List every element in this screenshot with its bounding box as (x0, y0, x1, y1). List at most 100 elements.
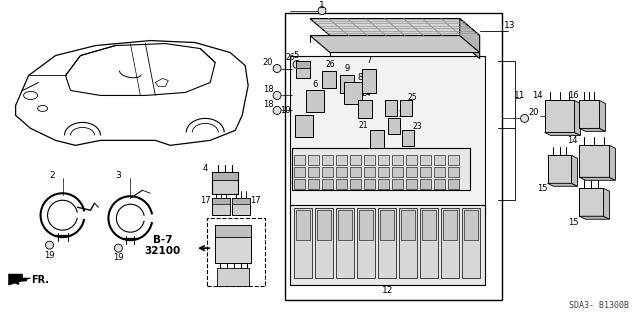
Bar (579, 145, 609, 177)
Text: 8: 8 (357, 73, 363, 82)
Bar (336, 155, 347, 165)
Polygon shape (604, 188, 609, 219)
Bar (340, 76, 354, 93)
Bar (461, 208, 479, 278)
Bar (370, 130, 384, 148)
Bar (378, 208, 396, 278)
Bar (406, 155, 417, 165)
Bar (357, 208, 375, 278)
Polygon shape (460, 19, 479, 58)
Bar (359, 210, 373, 240)
Bar (392, 179, 403, 189)
Bar (322, 167, 333, 177)
Text: 23: 23 (413, 122, 422, 131)
Bar (380, 210, 394, 240)
Bar (400, 100, 412, 116)
Bar (285, 13, 502, 300)
Bar (448, 179, 459, 189)
Bar (448, 155, 459, 165)
Bar (364, 167, 375, 177)
Text: 7: 7 (366, 56, 372, 65)
Text: 3: 3 (116, 171, 122, 180)
Bar (212, 172, 238, 194)
Bar (443, 210, 457, 240)
Bar (308, 167, 319, 177)
Bar (448, 167, 459, 177)
Bar (420, 155, 431, 165)
Polygon shape (310, 36, 479, 53)
Text: SDA3- B1300B: SDA3- B1300B (570, 301, 629, 310)
Bar (322, 155, 333, 165)
Polygon shape (575, 100, 580, 135)
Bar (392, 155, 403, 165)
Bar (296, 210, 310, 240)
Bar (402, 130, 414, 146)
Bar (296, 61, 310, 68)
Bar (308, 155, 319, 165)
Bar (579, 100, 600, 128)
Bar (290, 205, 484, 285)
Bar (385, 100, 397, 116)
Bar (215, 225, 251, 237)
Circle shape (45, 241, 54, 249)
Polygon shape (600, 100, 605, 131)
Bar (388, 118, 400, 134)
Bar (217, 268, 249, 286)
Polygon shape (579, 128, 605, 131)
Text: 5: 5 (293, 51, 299, 60)
Bar (212, 198, 230, 215)
Bar (315, 208, 333, 278)
Polygon shape (609, 145, 616, 180)
Bar (294, 179, 305, 189)
Text: 25: 25 (407, 93, 417, 102)
Bar (545, 100, 575, 132)
Text: 14: 14 (532, 91, 543, 100)
Polygon shape (579, 177, 616, 180)
Circle shape (115, 244, 122, 252)
Bar (441, 208, 459, 278)
Bar (364, 155, 375, 165)
Polygon shape (8, 274, 31, 285)
Bar (294, 155, 305, 165)
Polygon shape (548, 183, 577, 186)
Text: B-7: B-7 (152, 235, 172, 245)
Text: 1: 1 (319, 1, 325, 10)
Bar (308, 179, 319, 189)
Text: 15: 15 (538, 184, 548, 193)
Bar (232, 198, 250, 204)
Bar (338, 210, 352, 240)
Bar (364, 179, 375, 189)
Text: 13: 13 (504, 21, 515, 30)
Bar (420, 179, 431, 189)
Bar (350, 167, 361, 177)
Bar (207, 218, 265, 286)
Circle shape (273, 64, 281, 72)
Circle shape (273, 92, 281, 100)
Bar (392, 167, 403, 177)
Bar (420, 167, 431, 177)
Text: 14: 14 (567, 136, 578, 145)
Text: 4: 4 (203, 164, 208, 173)
Bar (464, 210, 477, 240)
Bar (336, 208, 354, 278)
Polygon shape (572, 155, 577, 186)
Bar (399, 208, 417, 278)
Circle shape (273, 107, 281, 115)
Text: 18: 18 (263, 100, 273, 109)
Text: 24: 24 (361, 89, 371, 98)
Polygon shape (310, 19, 479, 36)
Bar (306, 91, 324, 112)
Polygon shape (292, 148, 470, 190)
Text: 15: 15 (568, 218, 579, 227)
Text: 19: 19 (44, 251, 55, 260)
Bar (406, 167, 417, 177)
Text: 22: 22 (398, 110, 408, 119)
Bar (548, 155, 572, 183)
Text: 16: 16 (568, 91, 579, 100)
Text: 19: 19 (113, 253, 124, 262)
Text: 26: 26 (285, 53, 295, 62)
Bar (212, 172, 238, 180)
Text: 20: 20 (263, 58, 273, 67)
Bar (295, 115, 313, 137)
Text: 21: 21 (358, 121, 367, 130)
